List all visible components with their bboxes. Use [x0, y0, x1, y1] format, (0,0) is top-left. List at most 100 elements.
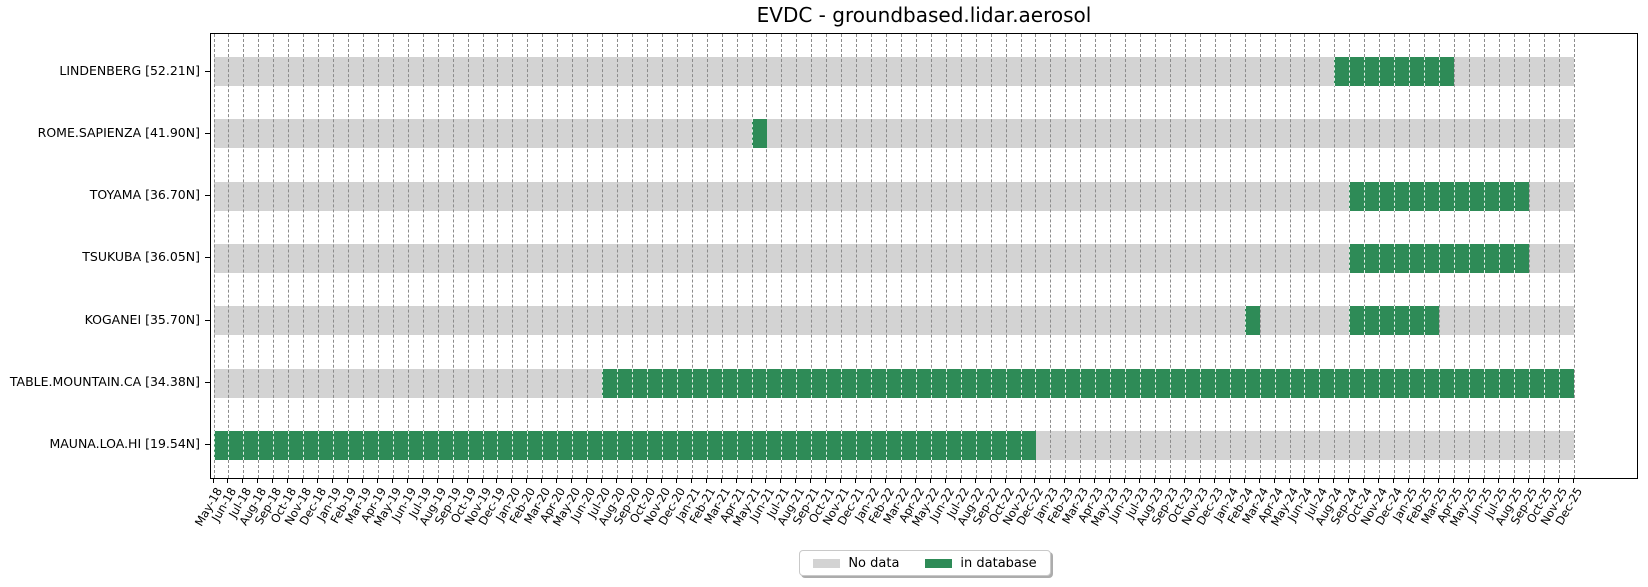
in-database-cell — [1394, 57, 1410, 86]
in-database-cell — [303, 430, 319, 460]
month-gridline — [975, 34, 977, 478]
in-database-cell — [1498, 181, 1515, 211]
x-tick-mark — [376, 479, 378, 483]
in-database-cell — [1364, 181, 1380, 211]
in-database-cell — [1498, 368, 1515, 398]
in-database-cell — [960, 430, 977, 460]
x-tick-mark — [1497, 479, 1499, 483]
month-gridline — [841, 34, 843, 478]
in-database-cell — [1468, 181, 1485, 211]
x-tick-mark — [1542, 479, 1544, 483]
x-tick-mark — [840, 479, 842, 483]
no-data-swatch — [813, 558, 841, 568]
month-gridline — [1573, 34, 1575, 478]
month-gridline — [407, 34, 409, 478]
month-gridline — [497, 34, 499, 478]
in-database-cell — [527, 430, 543, 460]
in-database-cell — [467, 430, 483, 460]
in-database-swatch — [925, 558, 953, 568]
in-database-cell — [781, 430, 797, 460]
x-tick-mark — [1408, 479, 1410, 483]
in-database-cell — [960, 368, 977, 398]
in-database-cell — [930, 368, 947, 398]
in-database-cell — [1364, 243, 1380, 273]
in-database-cell — [915, 368, 932, 398]
in-database-cell — [1184, 368, 1201, 398]
in-database-cell — [646, 430, 663, 460]
in-database-cell — [1543, 368, 1560, 398]
x-tick-mark — [1243, 479, 1245, 483]
in-database-cell — [796, 368, 812, 398]
in-database-cell — [288, 430, 304, 460]
in-database-cell — [1424, 243, 1440, 273]
in-database-cell — [841, 368, 857, 398]
x-tick-mark — [825, 479, 827, 483]
x-tick-mark — [1437, 479, 1439, 483]
in-database-cell — [945, 430, 962, 460]
in-database-cell — [392, 430, 409, 460]
in-database-cell — [631, 430, 648, 460]
legend-label-in-database: in database — [960, 555, 1037, 571]
in-database-cell — [1334, 57, 1350, 86]
in-database-cell — [1005, 368, 1022, 398]
x-tick-mark — [1557, 479, 1559, 483]
month-gridline — [392, 34, 394, 478]
y-tick-label-station: KOGANEI [35.70N] — [84, 311, 200, 327]
month-gridline — [557, 34, 559, 478]
month-gridline — [721, 34, 723, 478]
x-tick-mark — [1019, 479, 1021, 483]
in-database-cell — [631, 368, 648, 398]
y-tick-label-station: ROME.SAPIENZA [41.90N] — [37, 124, 200, 140]
in-database-cell — [1453, 181, 1470, 211]
month-gridline — [1155, 34, 1157, 478]
y-tick-label-station: TSUKUBA [36.05N] — [82, 249, 200, 265]
month-gridline — [1140, 34, 1142, 478]
month-gridline — [871, 34, 873, 478]
month-gridline — [377, 34, 379, 478]
x-tick-mark — [989, 479, 991, 483]
month-gridline — [1289, 34, 1291, 478]
in-database-cell — [1199, 368, 1216, 398]
plot-area — [210, 33, 1638, 479]
x-tick-mark — [795, 479, 797, 483]
y-tick-mark — [205, 195, 210, 196]
in-database-cell — [856, 368, 872, 398]
month-gridline — [661, 34, 663, 478]
month-gridline — [572, 34, 574, 478]
x-tick-mark — [1213, 479, 1215, 483]
month-gridline — [945, 34, 947, 478]
x-tick-mark — [645, 479, 647, 483]
month-gridline — [362, 34, 364, 478]
month-gridline — [1528, 34, 1530, 478]
x-tick-mark — [1393, 479, 1395, 483]
month-gridline — [1110, 34, 1112, 478]
x-tick-mark — [391, 479, 393, 483]
x-tick-mark — [1228, 479, 1230, 483]
x-tick-mark — [914, 479, 916, 483]
in-database-cell — [1349, 181, 1365, 211]
month-gridline — [1304, 34, 1306, 478]
in-database-cell — [1349, 306, 1365, 336]
in-database-cell — [1409, 306, 1425, 336]
month-gridline — [243, 34, 245, 478]
in-database-cell — [871, 430, 887, 460]
y-tick-mark — [205, 71, 210, 72]
month-gridline — [482, 34, 484, 478]
in-database-cell — [1424, 181, 1440, 211]
x-tick-mark — [690, 479, 692, 483]
month-gridline — [617, 34, 619, 478]
x-tick-mark — [1527, 479, 1529, 483]
in-database-cell — [676, 368, 693, 398]
x-tick-mark — [1318, 479, 1320, 483]
x-tick-mark — [1064, 479, 1066, 483]
x-tick-mark — [616, 479, 618, 483]
x-tick-mark — [929, 479, 931, 483]
x-tick-mark — [526, 479, 528, 483]
month-gridline — [303, 34, 305, 478]
in-database-cell — [1498, 243, 1515, 273]
in-database-cell — [1438, 181, 1455, 211]
x-tick-mark — [212, 479, 214, 483]
month-gridline — [422, 34, 424, 478]
month-gridline — [1259, 34, 1261, 478]
x-tick-mark — [660, 479, 662, 483]
